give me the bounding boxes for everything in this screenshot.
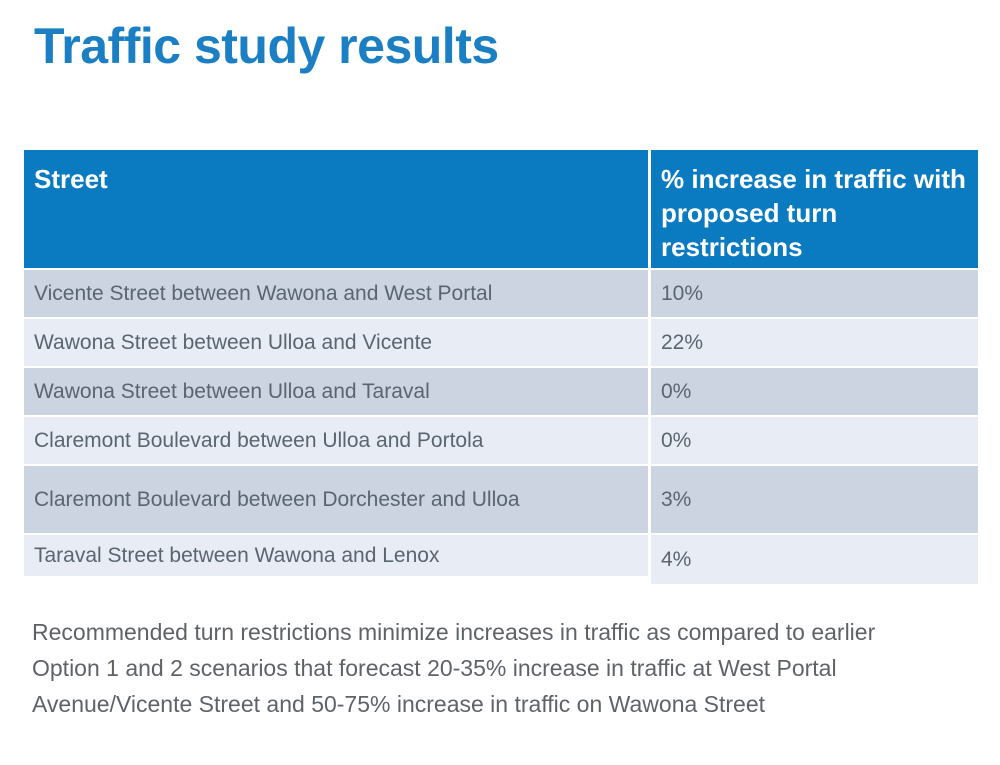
table-row: Wawona Street between Ulloa and Taraval …: [24, 366, 978, 415]
cell-percent: 0%: [648, 417, 978, 464]
cell-street: Vicente Street between Wawona and West P…: [24, 270, 648, 317]
cell-street-label: Claremont Boulevard between Dorchester a…: [34, 488, 520, 511]
table-row: Taraval Street between Wawona and Lenox …: [24, 533, 978, 584]
cell-percent: 10%: [648, 270, 978, 317]
summary-paragraph: Recommended turn restrictions minimize i…: [32, 619, 876, 717]
table-header-row: Street % increase in traffic with propos…: [24, 150, 978, 268]
cell-percent-label: 4%: [661, 548, 692, 571]
column-header-street: Street: [24, 150, 648, 268]
cell-percent: 22%: [648, 319, 978, 366]
cell-percent: 3%: [648, 466, 978, 533]
table-row: Vicente Street between Wawona and West P…: [24, 268, 978, 317]
cell-percent-label: 10%: [661, 282, 704, 305]
cell-percent-label: 0%: [661, 429, 692, 452]
cell-street: Claremont Boulevard between Ulloa and Po…: [24, 417, 648, 464]
page-title: Traffic study results: [34, 18, 499, 74]
cell-street-label: Wawona Street between Ulloa and Taraval: [34, 380, 430, 403]
cell-street: Claremont Boulevard between Dorchester a…: [24, 466, 648, 533]
table-row: Claremont Boulevard between Ulloa and Po…: [24, 415, 978, 464]
cell-street-label: Wawona Street between Ulloa and Vicente: [34, 331, 433, 354]
cell-percent: 0%: [648, 368, 978, 415]
cell-street-label: Claremont Boulevard between Ulloa and Po…: [34, 429, 484, 452]
cell-street-label: Taraval Street between Wawona and Lenox: [34, 544, 440, 567]
cell-street: Wawona Street between Ulloa and Vicente: [24, 319, 648, 366]
traffic-results-table: Street % increase in traffic with propos…: [24, 150, 978, 584]
cell-percent-label: 22%: [661, 331, 704, 354]
column-header-percent-increase-label: % increase in traffic with proposed turn…: [661, 164, 966, 262]
cell-street: Taraval Street between Wawona and Lenox: [24, 535, 648, 576]
table-row: Wawona Street between Ulloa and Vicente …: [24, 317, 978, 366]
cell-street: Wawona Street between Ulloa and Taraval: [24, 368, 648, 415]
cell-percent-label: 3%: [661, 488, 692, 511]
cell-percent: 4%: [648, 535, 978, 584]
column-header-street-label: Street: [34, 164, 108, 194]
column-header-percent-increase: % increase in traffic with proposed turn…: [648, 150, 978, 268]
cell-percent-label: 0%: [661, 380, 692, 403]
cell-street-label: Vicente Street between Wawona and West P…: [34, 282, 493, 305]
table-row: Claremont Boulevard between Dorchester a…: [24, 464, 978, 533]
